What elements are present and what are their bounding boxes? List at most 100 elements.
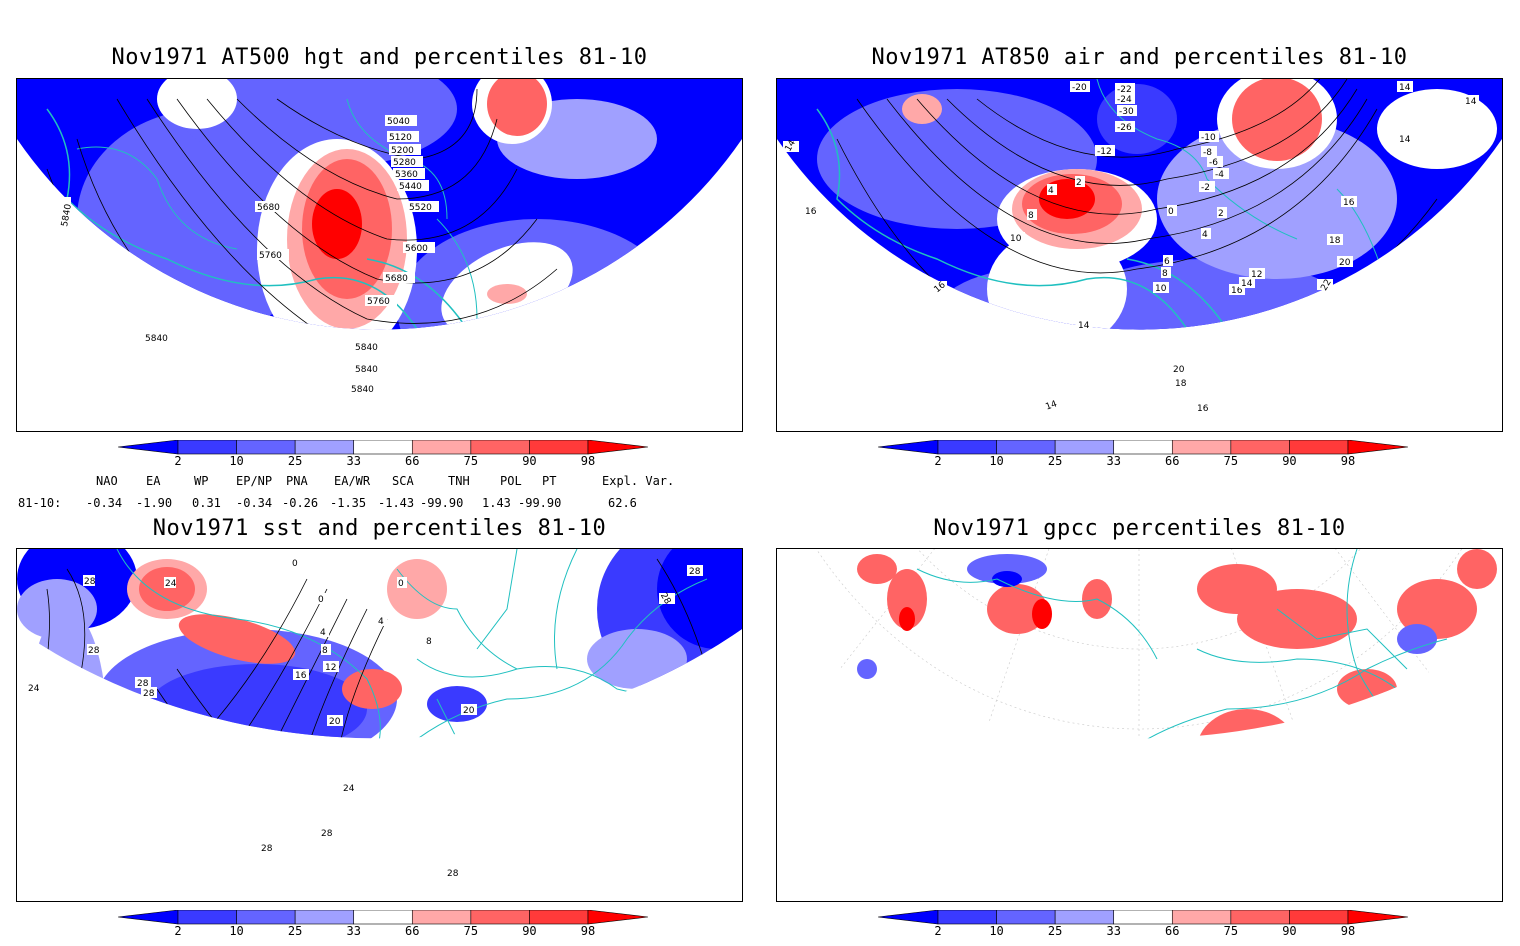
contour-label: 5280 [393, 158, 416, 168]
colorbar-segment [529, 910, 589, 925]
colorbar-sst: 2 10 25 33 66 75 90 98 [118, 910, 648, 946]
colorbar-segment [1054, 440, 1115, 455]
contour-label: -4 [1215, 170, 1224, 180]
colorbar-segment [411, 910, 472, 925]
colorbar-segment [878, 910, 939, 925]
header-sca: SCA [392, 474, 414, 488]
contour-label: 28 [447, 869, 459, 879]
header-tnh: TNH [448, 474, 470, 488]
map-hgt: 5040 5120 5200 5280 5360 5440 5520 5600 … [17, 79, 742, 395]
contour-label: 5600 [405, 244, 428, 254]
map-panel-hgt: 5040 5120 5200 5280 5360 5440 5520 5600 … [16, 78, 743, 432]
header-nao: NAO [96, 474, 118, 488]
colorbar-segment [236, 910, 296, 925]
value-expl-var: 62.6 [608, 496, 637, 510]
contour-label: -20 [1072, 83, 1087, 93]
contour-label: 0 [398, 579, 404, 589]
colorbar-segment [1289, 440, 1349, 455]
colorbar-tick-label: 25 [1047, 924, 1063, 938]
value-epnp: -0.34 [236, 496, 273, 510]
panel-title-sst: Nov1971 sst and percentiles 81-10 [152, 516, 607, 541]
value-pna: -0.26 [282, 496, 319, 510]
contour-label: -24 [1117, 95, 1132, 105]
colorbar-tick-label: 10 [989, 924, 1004, 938]
colorbar-segment [878, 440, 939, 455]
contour-label: 5520 [409, 203, 432, 213]
colorbar-segment [1230, 440, 1290, 455]
contour-label: 18 [1329, 236, 1341, 246]
colorbar-segment [1347, 440, 1408, 455]
contour-label: 20 [463, 706, 475, 716]
colorbar-segment [1289, 910, 1349, 925]
header-ea: EA [146, 474, 161, 488]
colorbar-tick-label: 66 [1165, 454, 1180, 468]
colorbar-tick-label: 75 [1223, 924, 1239, 938]
colorbar-tick-label: 10 [229, 924, 244, 938]
contour-label: 5440 [399, 182, 422, 192]
contour-label: -10 [1201, 133, 1216, 143]
contour-label: 5840 [145, 334, 168, 344]
contour-label: 18 [1175, 379, 1187, 389]
value-tnh: -99.90 [420, 496, 464, 510]
contour-labels-air: -20 -22 -24 -30 -26 -12 -10 -8 -6 -4 -2 … [783, 81, 1479, 414]
colorbar-svg [118, 910, 648, 925]
contour-label: 4 [320, 628, 326, 638]
contour-label: 8 [322, 646, 328, 656]
colorbar-segment [294, 440, 355, 455]
contour-label: 5840 [355, 343, 378, 353]
contour-label: 12 [1251, 270, 1262, 280]
teleconnection-values: 81-10: -0.34 -1.90 0.31 -0.34 -0.26 -1.3… [18, 496, 718, 512]
contour-label: 5760 [259, 251, 282, 261]
contour-label: 28 [143, 689, 155, 699]
contour-label: 8 [426, 637, 432, 647]
header-pna: PNA [286, 474, 308, 488]
map-gpcc [777, 549, 1502, 739]
value-sca: -1.43 [378, 496, 415, 510]
colorbar-segment [1054, 910, 1115, 925]
contour-label: 5200 [391, 146, 414, 156]
colorbar-segment [937, 910, 997, 925]
contour-label: 5040 [387, 117, 410, 127]
colorbar-segment [294, 910, 355, 925]
contour-label: 14 [1078, 321, 1090, 331]
contour-label: 28 [84, 577, 96, 587]
value-pol: 1.43 [482, 496, 511, 510]
contour-labels-sst: 28 24 28 24 28 28 0 0 4 8 12 16 20 24 28… [27, 557, 703, 879]
contour-label: 6 [1164, 257, 1170, 267]
contour-label: 16 [295, 671, 307, 681]
colorbar-segment [587, 440, 648, 455]
contour-label: 8 [1162, 269, 1168, 279]
colorbar-segment [177, 440, 237, 455]
colorbar-hgt: 2 10 25 33 66 75 90 98 [118, 440, 648, 476]
colorbar-tick-label: 2 [174, 924, 182, 938]
contour-label: 14 [1465, 97, 1477, 107]
contour-label: 28 [261, 844, 273, 854]
contour-label: 4 [378, 617, 384, 627]
header-expl-var: Expl. Var. [602, 474, 675, 488]
contour-label: 2 [1076, 178, 1082, 188]
contour-label: 5360 [395, 170, 418, 180]
contour-label: -22 [1117, 85, 1132, 95]
colorbar-tick-label: 2 [934, 924, 942, 938]
contour-label: 5840 [351, 385, 374, 395]
contour-label: 0 [292, 559, 298, 569]
colorbar-tick-label: 10 [229, 454, 244, 468]
contour-label: 5680 [385, 274, 408, 284]
contour-label: 14 [1399, 135, 1411, 145]
contour-label: -26 [1117, 123, 1132, 133]
contour-label: 12 [325, 663, 336, 673]
colorbar-segment [1171, 910, 1232, 925]
colorbar-tick-label: 33 [1106, 454, 1121, 468]
panel-title-gpcc: Nov1971 gpcc percentiles 81-10 [933, 516, 1346, 541]
map-panel-air: -20 -22 -24 -30 -26 -12 -10 -8 -6 -4 -2 … [776, 78, 1503, 432]
colorbar-air: 2 10 25 33 66 75 90 98 [878, 440, 1408, 476]
colorbar-tick-label: 25 [1047, 454, 1063, 468]
colorbar-svg [118, 440, 648, 455]
contour-label: 5840 [60, 203, 74, 228]
contour-label: 5840 [355, 365, 378, 375]
contour-label: 16 [1197, 404, 1209, 414]
contour-label: 0 [318, 595, 324, 605]
contour-label: 14 [1044, 399, 1058, 412]
colorbar-labels: 2 10 25 33 66 75 90 98 [878, 454, 1408, 470]
header-pt: PT [542, 474, 557, 488]
